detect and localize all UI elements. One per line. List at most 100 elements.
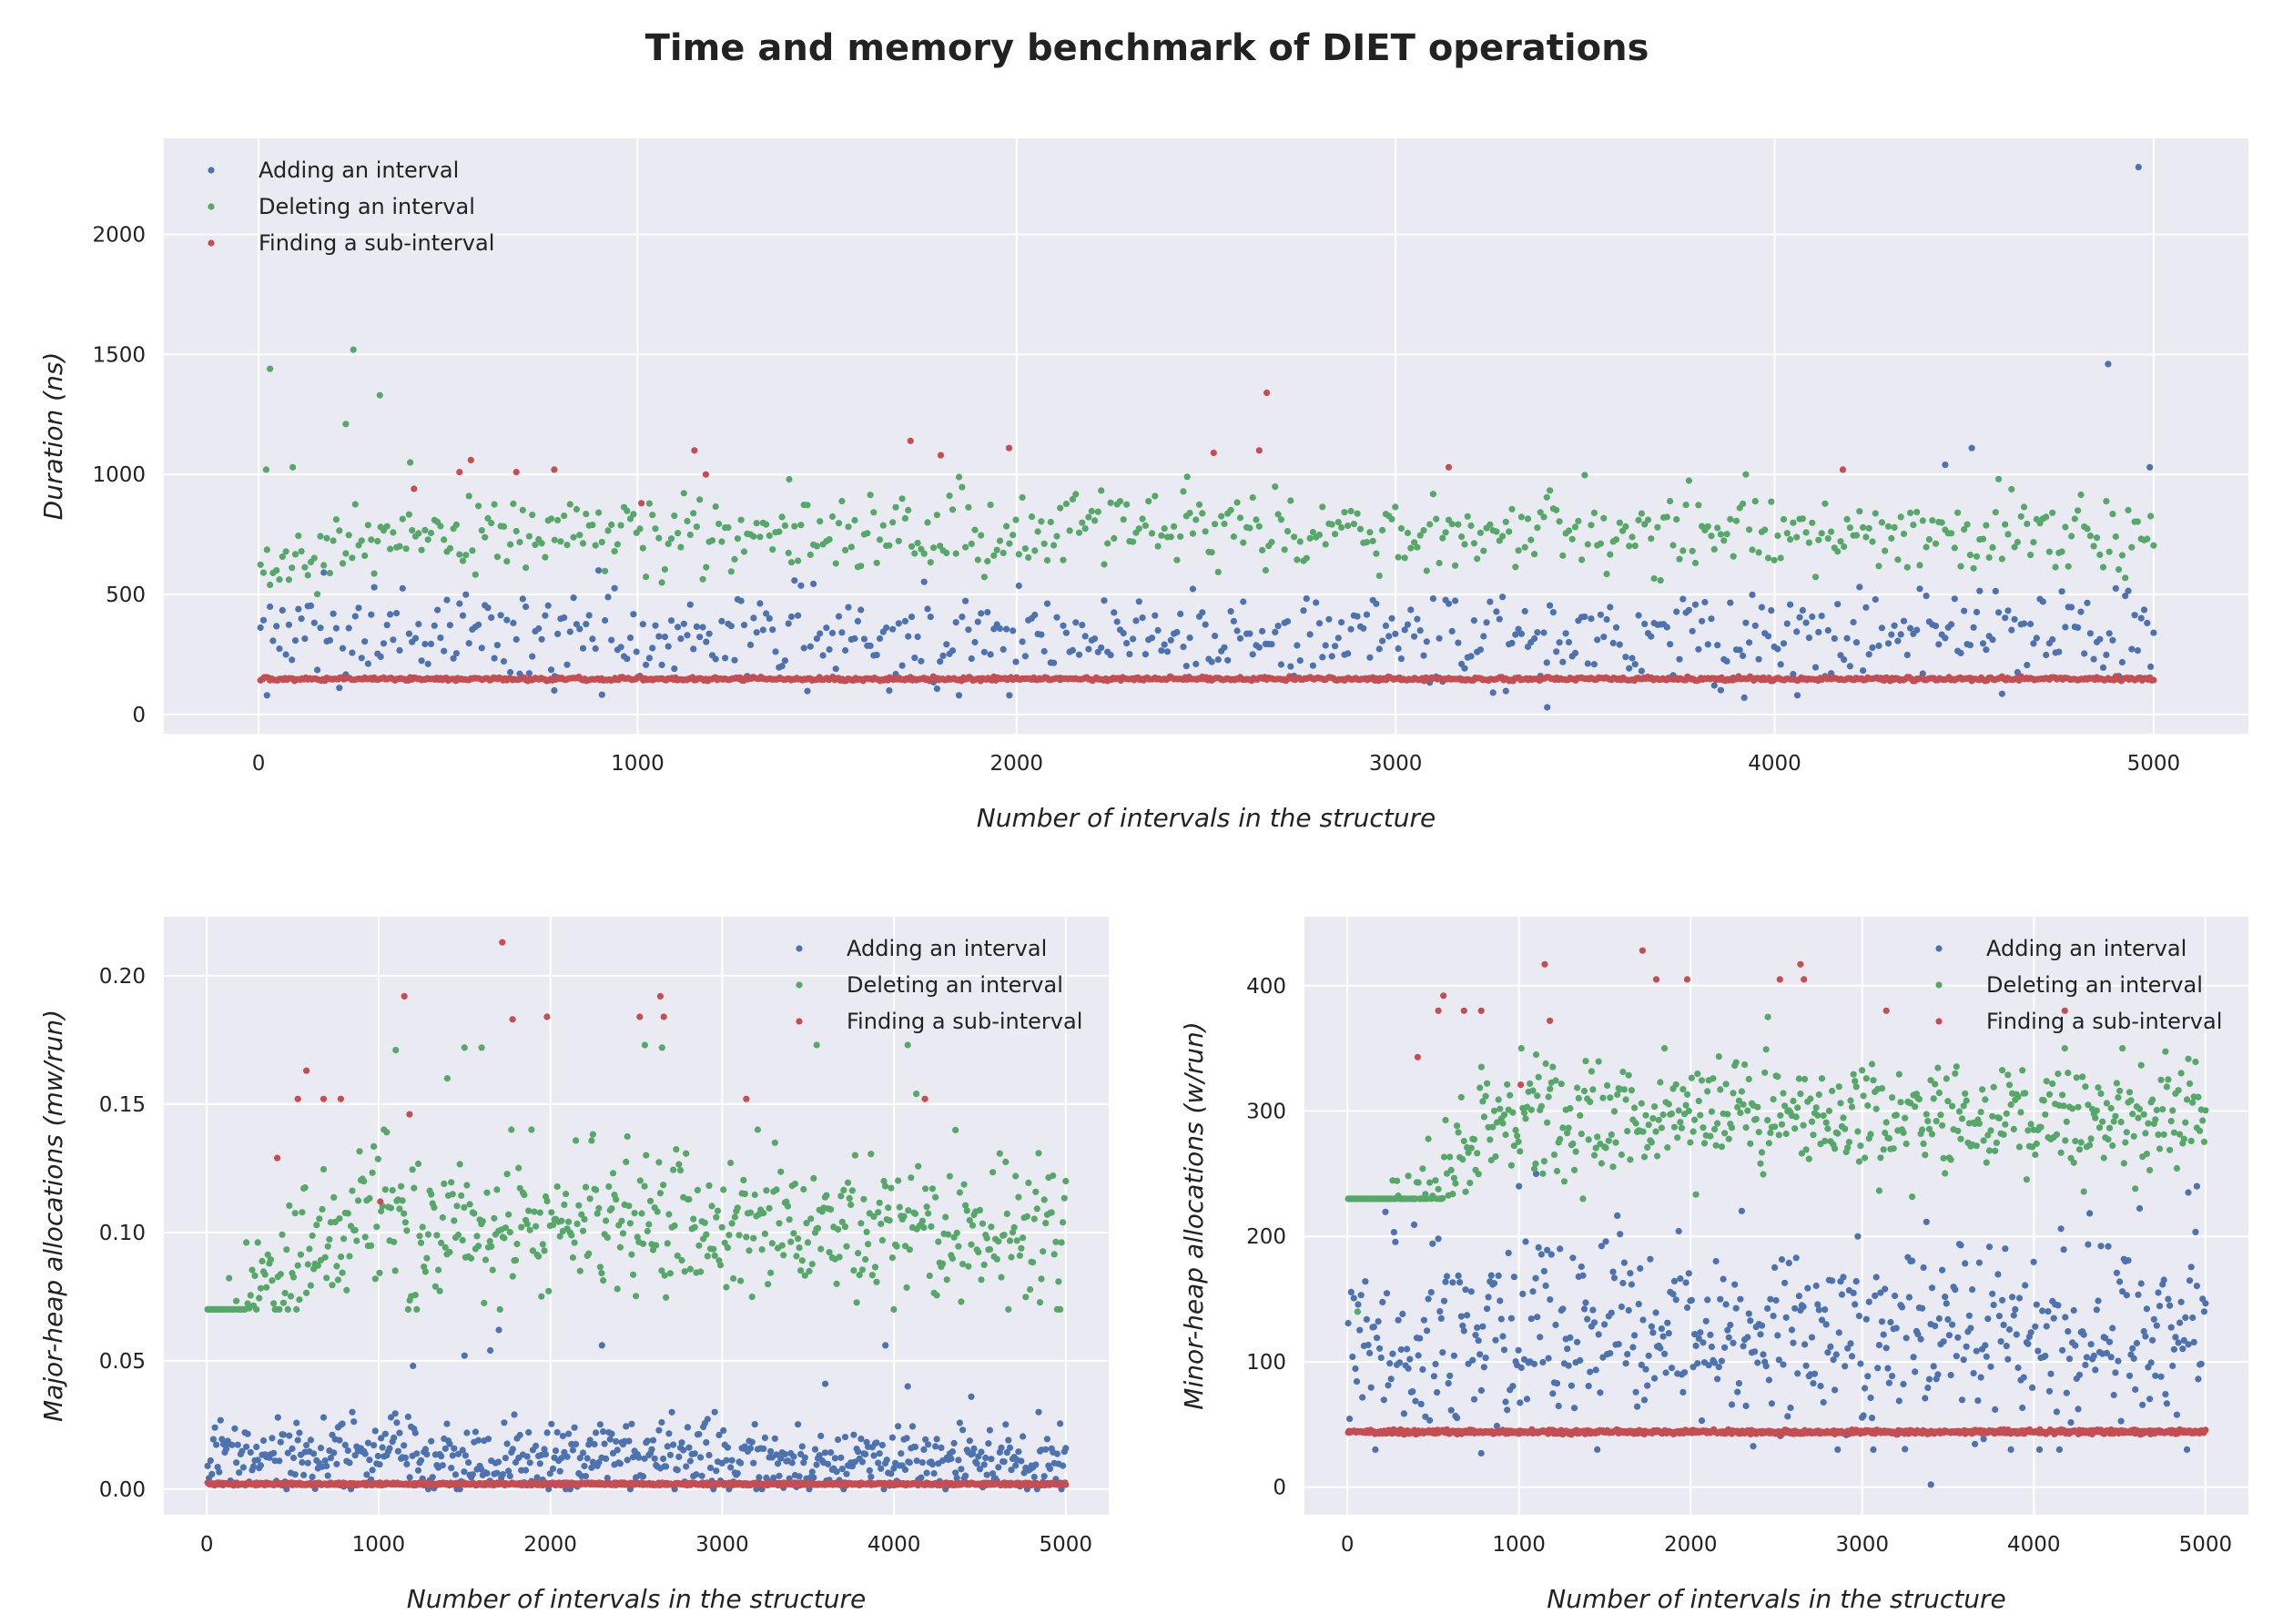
data-point: [376, 1269, 383, 1276]
data-point: [1581, 472, 1588, 479]
data-point: [213, 1441, 220, 1448]
data-point: [1629, 1344, 1637, 1351]
data-point: [1060, 1219, 1067, 1226]
data-point: [1935, 641, 1943, 648]
data-point: [1760, 1351, 1767, 1358]
data-point: [249, 1266, 256, 1274]
data-point: [330, 1193, 338, 1201]
data-point: [1449, 1279, 1456, 1286]
data-point: [366, 1457, 373, 1464]
data-point: [1401, 554, 1408, 562]
data-point: [655, 534, 663, 542]
data-point: [1426, 521, 1434, 528]
data-point: [363, 1471, 370, 1478]
data-point: [1354, 613, 1361, 620]
data-point: [939, 652, 947, 660]
data-point: [277, 1271, 284, 1278]
data-point: [1721, 1344, 1729, 1351]
data-point: [1404, 1345, 1411, 1353]
data-point: [844, 1179, 852, 1186]
data-point: [207, 1457, 214, 1465]
data-point: [595, 509, 603, 516]
data-point: [1590, 661, 1598, 668]
data-point: [368, 611, 375, 618]
data-point: [307, 602, 315, 610]
data-point: [1294, 556, 1301, 563]
data-point: [1352, 1365, 1359, 1373]
data-point: [416, 1233, 423, 1240]
data-point: [1000, 1232, 1008, 1239]
data-point: [925, 1441, 932, 1448]
data-point: [2099, 664, 2107, 672]
data-point: [1447, 1406, 1455, 1414]
data-point: [1658, 1325, 1665, 1333]
data-point: [901, 514, 909, 523]
data-point: [1874, 1365, 1882, 1372]
data-point: [1710, 545, 1718, 553]
data-point: [697, 1454, 705, 1461]
data-point: [1865, 651, 1872, 658]
y-tick-label: 0.20: [99, 965, 146, 989]
data-point: [767, 1269, 775, 1276]
data-point: [506, 1472, 513, 1479]
data-point: [515, 1164, 523, 1172]
data-point: [1827, 1343, 1834, 1350]
data-point: [1571, 649, 1579, 657]
data-point: [1309, 529, 1316, 536]
data-point: [1313, 599, 1320, 606]
data-point: [786, 1216, 793, 1223]
data-point: [905, 1207, 912, 1214]
data-point: [898, 662, 906, 669]
data-point: [307, 1282, 314, 1289]
data-point: [895, 1423, 902, 1430]
data-point: [1919, 1304, 1926, 1312]
data-point: [267, 603, 274, 611]
data-point: [628, 1251, 635, 1258]
data-point: [656, 992, 665, 1000]
data-point: [828, 513, 837, 521]
data-point: [1439, 534, 1446, 542]
data-point: [1992, 587, 1999, 595]
data-point: [579, 1227, 587, 1234]
data-point: [750, 1459, 757, 1467]
data-point: [491, 655, 498, 662]
data-point: [1657, 577, 1664, 584]
data-point: [943, 1276, 950, 1284]
data-point: [986, 1426, 993, 1434]
data-point: [1913, 508, 1921, 516]
data-point: [286, 1202, 293, 1209]
data-point: [1363, 611, 1371, 618]
data-point: [414, 1467, 422, 1474]
data-point: [1818, 530, 1825, 537]
data-point: [296, 1296, 303, 1304]
data-point: [939, 1260, 947, 1267]
data-point: [2118, 552, 2126, 559]
data-point: [2109, 511, 2116, 518]
data-point: [1199, 510, 1206, 517]
data-point: [1373, 550, 1380, 557]
data-point: [1781, 1279, 1789, 1286]
data-point: [1246, 630, 1253, 637]
data-point: [1116, 498, 1124, 505]
data-point: [1322, 541, 1329, 548]
data-point: [2150, 542, 2157, 549]
data-point: [1040, 540, 1048, 547]
y-tick-label: 0.05: [99, 1350, 146, 1374]
data-point: [563, 1453, 571, 1460]
data-point: [801, 1454, 808, 1461]
data-point: [831, 1455, 839, 1462]
data-point: [918, 657, 925, 665]
data-point: [381, 1430, 389, 1437]
data-point: [837, 1193, 845, 1200]
data-point: [497, 612, 504, 619]
data-point: [949, 647, 957, 655]
data-point: [391, 1410, 399, 1417]
data-point: [1556, 639, 1563, 646]
data-point: [1249, 651, 1256, 658]
data-point: [1951, 544, 1958, 552]
data-point: [847, 543, 855, 551]
data-point: [1474, 1324, 1481, 1331]
data-point: [1434, 1389, 1441, 1396]
data-point: [475, 502, 482, 510]
data-point: [1405, 1365, 1412, 1372]
